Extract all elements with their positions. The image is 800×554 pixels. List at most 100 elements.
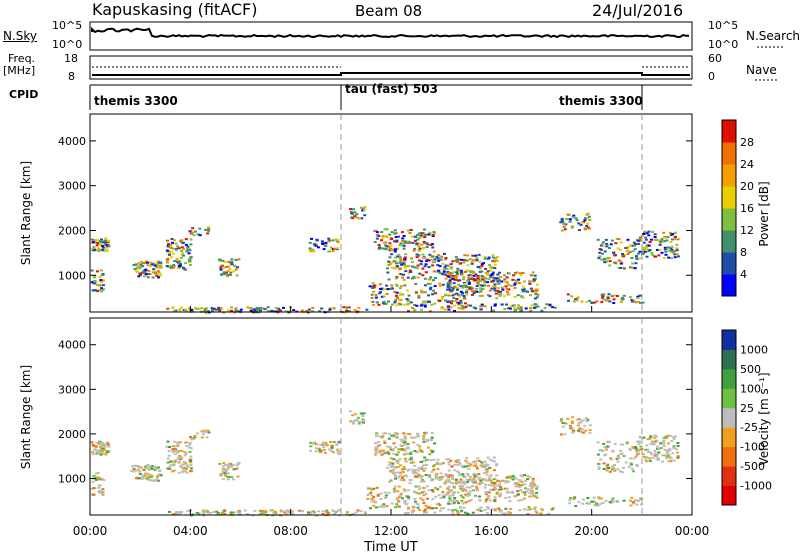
echo-cell xyxy=(399,285,403,287)
echo-cell xyxy=(255,309,259,312)
y-tick-label: 4000 xyxy=(58,135,86,148)
echo-cell xyxy=(463,475,467,478)
echo-cell xyxy=(606,298,609,301)
echo-cell xyxy=(390,502,394,505)
echo-cell xyxy=(132,468,136,471)
echo-cell xyxy=(675,247,679,250)
colorbar-segment xyxy=(722,330,736,350)
echo-cell xyxy=(177,262,181,265)
echo-cell xyxy=(393,433,397,435)
y-tick-label: 2000 xyxy=(58,224,86,237)
echo-cell xyxy=(534,290,538,293)
echo-cell xyxy=(472,477,476,480)
echo-cell xyxy=(169,250,173,253)
echo-cell xyxy=(456,500,459,503)
freq-unit-label: [MHz] xyxy=(3,64,36,77)
echo-cell xyxy=(480,305,484,308)
echo-cell xyxy=(522,288,526,291)
echo-cell xyxy=(403,457,407,460)
echo-cell xyxy=(188,451,192,453)
echo-cell xyxy=(396,490,400,493)
echo-cell xyxy=(223,513,227,516)
echo-cell xyxy=(645,255,649,258)
echo-cell xyxy=(380,436,384,439)
echo-cell xyxy=(529,294,532,297)
echo-cell xyxy=(611,467,615,469)
echo-cell xyxy=(663,246,667,249)
echo-cell xyxy=(165,265,169,267)
echo-cell xyxy=(491,459,495,462)
echo-cell xyxy=(438,300,442,302)
echo-cell xyxy=(300,510,304,513)
echo-cell xyxy=(398,495,401,498)
freq-panel-frame xyxy=(89,55,693,80)
echo-cell xyxy=(374,451,378,454)
echo-cell xyxy=(472,278,476,281)
colorbar-segment xyxy=(722,388,736,409)
echo-cell xyxy=(318,450,322,453)
echo-cell xyxy=(665,457,669,460)
echo-cell xyxy=(206,232,210,235)
echo-cell xyxy=(159,274,162,277)
echo-cell xyxy=(149,261,153,264)
echo-cell xyxy=(232,478,235,481)
echo-cell xyxy=(279,309,283,312)
echo-cell xyxy=(489,276,493,279)
echo-cell xyxy=(419,497,423,500)
echo-cell xyxy=(523,483,527,486)
echo-cell xyxy=(473,465,477,467)
echo-cell xyxy=(622,267,626,269)
echo-cell xyxy=(172,266,176,269)
echo-cell xyxy=(274,512,278,515)
echo-cell xyxy=(207,227,211,230)
echo-cell xyxy=(382,300,386,303)
echo-cell xyxy=(177,511,181,514)
echo-cell xyxy=(491,271,495,274)
echo-cell xyxy=(98,276,102,278)
echo-cell xyxy=(183,470,187,473)
station-title: Kapuskasing (fitACF) xyxy=(92,0,258,19)
echo-cell xyxy=(190,308,194,311)
echo-cell xyxy=(186,247,190,250)
echo-cell xyxy=(676,456,680,459)
echo-cell xyxy=(581,502,585,505)
echo-cell xyxy=(389,457,393,460)
echo-cell xyxy=(442,462,446,464)
echo-cell xyxy=(449,273,453,276)
echo-cell xyxy=(91,451,95,454)
echo-cell xyxy=(396,255,399,258)
echo-cell xyxy=(648,249,652,251)
echo-cell xyxy=(389,448,393,451)
echo-cell xyxy=(470,290,474,293)
echo-cell xyxy=(568,502,572,505)
echo-cell xyxy=(381,506,385,509)
echo-cell xyxy=(175,257,179,260)
echo-cell xyxy=(486,494,490,497)
echo-cell xyxy=(443,308,447,311)
echo-cell xyxy=(193,435,197,437)
echo-cell xyxy=(456,470,459,473)
echo-cell xyxy=(419,234,423,237)
echo-cell xyxy=(440,306,444,309)
echo-cell xyxy=(623,253,626,256)
echo-cell xyxy=(468,282,471,285)
echo-cell xyxy=(362,421,366,424)
echo-cell xyxy=(493,500,497,503)
echo-cell xyxy=(645,232,649,235)
echo-cell xyxy=(401,468,405,471)
echo-cell xyxy=(98,478,102,481)
echo-cell xyxy=(183,466,187,469)
echo-cell xyxy=(408,433,412,436)
echo-cell xyxy=(453,469,457,472)
echo-cell xyxy=(177,261,181,263)
echo-cell xyxy=(672,250,676,253)
echo-cell xyxy=(401,293,405,296)
echo-cell xyxy=(103,241,107,244)
echo-cell xyxy=(454,482,458,485)
echo-cell xyxy=(511,304,515,307)
echo-cell xyxy=(644,247,648,250)
echo-cell xyxy=(643,230,647,233)
echo-cell xyxy=(449,489,453,492)
echo-cell xyxy=(430,431,434,434)
